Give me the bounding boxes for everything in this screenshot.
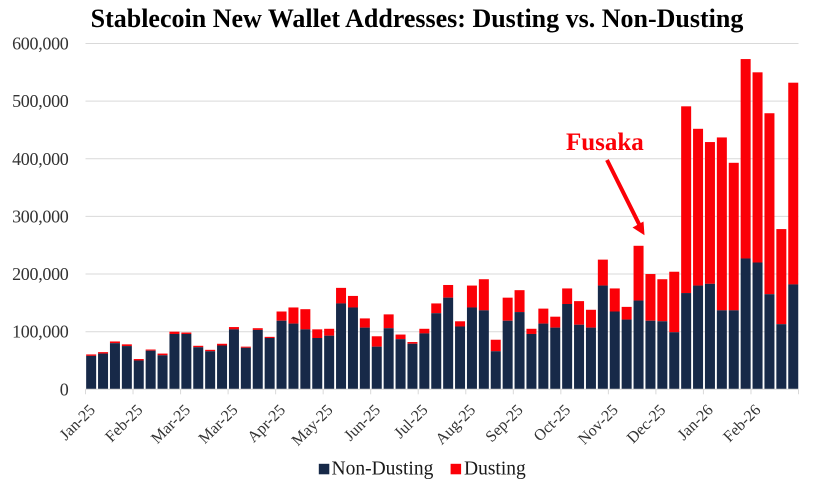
svg-text:300,000: 300,000 bbox=[12, 206, 69, 226]
svg-text:100,000: 100,000 bbox=[12, 322, 69, 342]
svg-text:400,000: 400,000 bbox=[12, 149, 69, 169]
svg-text:Non-Dusting: Non-Dusting bbox=[332, 459, 434, 480]
svg-text:Fusaka: Fusaka bbox=[566, 129, 644, 156]
svg-text:Dusting: Dusting bbox=[464, 459, 526, 480]
svg-text:600,000: 600,000 bbox=[12, 34, 69, 54]
svg-text:200,000: 200,000 bbox=[12, 264, 69, 284]
svg-text:0: 0 bbox=[60, 379, 69, 399]
svg-text:500,000: 500,000 bbox=[12, 91, 69, 111]
svg-text:Stablecoin New Wallet Addresse: Stablecoin New Wallet Addresses: Dusting… bbox=[91, 4, 744, 33]
